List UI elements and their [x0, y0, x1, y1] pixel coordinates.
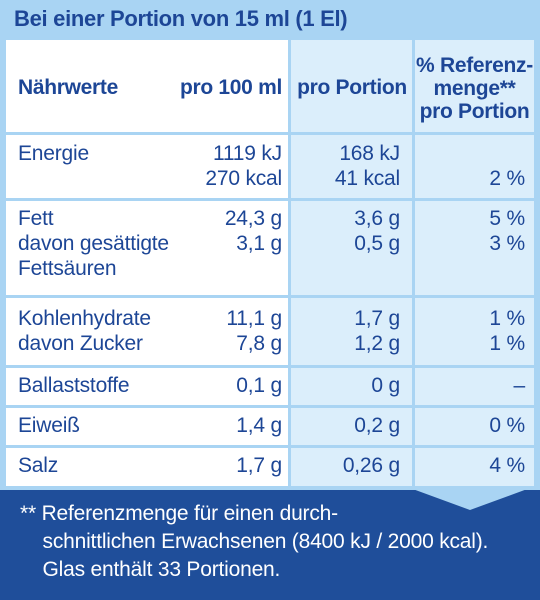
- row-divider: [6, 198, 534, 201]
- row-divider: [6, 405, 534, 408]
- row-label-carbohydrates: Kohlenhydrate davon Zucker: [18, 307, 151, 355]
- protein-reference: 0 %: [489, 414, 525, 437]
- energy-reference: 2 %: [489, 167, 525, 190]
- header-reference-1: % Referenz-: [416, 54, 533, 77]
- column-divider: [412, 40, 415, 486]
- protein-per-100ml: 1,4 g: [236, 414, 282, 437]
- header-reference-3: pro Portion: [419, 100, 530, 123]
- salt-reference: 4 %: [489, 454, 525, 477]
- fiber-reference: –: [513, 374, 526, 397]
- row-divider: [6, 445, 534, 448]
- row-label-fiber: Ballaststoffe: [18, 374, 130, 397]
- carbs-per-100ml: 11,1 g 7,8 g: [226, 307, 282, 355]
- salt-per-100ml: 1,7 g: [236, 454, 282, 477]
- header-per-portion: pro Portion: [297, 76, 407, 99]
- energy-per-100ml: 1119 kJ 270 kcal: [205, 142, 282, 190]
- row-divider: [6, 132, 534, 135]
- header-nutrient: Nährwerte: [18, 76, 119, 99]
- row-label-energy: Energie: [18, 142, 89, 165]
- energy-per-portion: 168 kJ 41 kcal: [334, 142, 400, 190]
- nutrition-table: Nährwerte pro 100 ml pro Portion % Refer…: [6, 40, 534, 486]
- row-divider: [6, 365, 534, 368]
- fiber-per-portion: 0 g: [371, 374, 400, 397]
- header-reference-2: menge**: [433, 77, 516, 100]
- fat-per-100ml: 24,3 g 3,1 g: [224, 207, 282, 255]
- fat-per-portion: 3,6 g 0,5 g: [354, 207, 400, 255]
- carbs-reference: 1 % 1 %: [489, 307, 525, 355]
- footnote: ** Referenzmenge für einen durch- schnit…: [20, 502, 489, 581]
- row-label-salt: Salz: [18, 454, 59, 477]
- down-arrow-icon: [410, 488, 530, 510]
- column-divider: [288, 40, 291, 486]
- fat-reference: 5 % 3 %: [489, 207, 525, 255]
- row-divider: [6, 295, 534, 298]
- fiber-per-100ml: 0,1 g: [236, 374, 282, 397]
- protein-per-portion: 0,2 g: [354, 414, 400, 437]
- nutrition-panel: Bei einer Portion von 15 ml (1 El) Nährw…: [0, 0, 540, 490]
- row-label-fat: Fett davon gesättigte Fettsäuren: [18, 207, 169, 280]
- serving-title: Bei einer Portion von 15 ml (1 El): [14, 6, 348, 31]
- header-per-100ml: pro 100 ml: [179, 76, 282, 99]
- salt-per-portion: 0,26 g: [342, 454, 400, 477]
- carbs-per-portion: 1,7 g 1,2 g: [354, 307, 400, 355]
- row-label-protein: Eiweiß: [18, 414, 80, 437]
